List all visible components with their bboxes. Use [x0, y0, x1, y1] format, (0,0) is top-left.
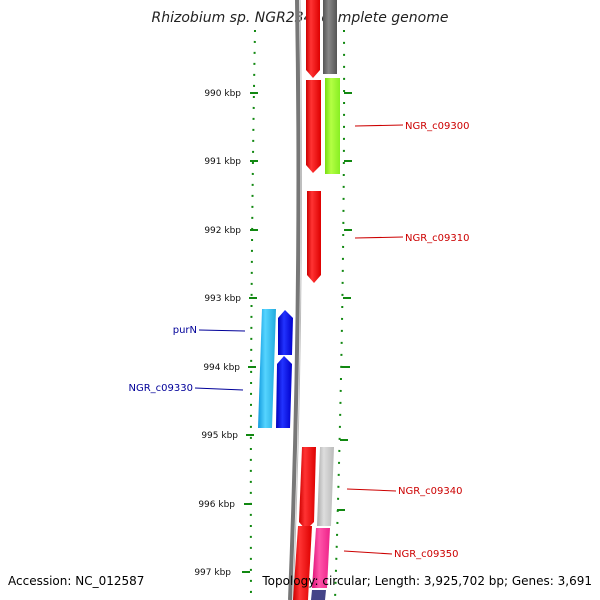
leader-ngr-c09340: [346, 488, 397, 492]
genome-stats-text: Topology: circular; Length: 3,925,702 bp…: [262, 574, 592, 588]
leader-ngr-c09310: [354, 236, 404, 239]
tick-label-990: 990 kbp: [204, 89, 241, 99]
leader-ngr-c09350: [343, 550, 393, 555]
gene-label-ngr-c09340[interactable]: NGR_c09340: [398, 486, 463, 497]
ruler-right-dotted: [334, 29, 346, 600]
red-cds-ngr-c09300[interactable]: [306, 80, 321, 173]
purple-feature-bottom[interactable]: [311, 590, 326, 600]
leader-ngr-c09300: [354, 124, 404, 127]
red-cds-ngr-c09340[interactable]: [299, 447, 316, 530]
red-cds-top[interactable]: [306, 0, 320, 78]
tick-label-991: 991 kbp: [204, 157, 241, 167]
cyan-feature-purn[interactable]: [258, 309, 276, 428]
leader-purn: [198, 329, 246, 332]
lightgray-feature-ngr-c09340[interactable]: [317, 447, 334, 526]
blue-cds-ngr-c09330[interactable]: [276, 356, 292, 428]
genome-backbone: [288, 0, 301, 600]
gene-label-purn[interactable]: purN: [173, 325, 197, 336]
accession-text: Accession: NC_012587: [8, 574, 145, 588]
red-cds-ngr-c09310[interactable]: [307, 191, 321, 283]
leader-ngr-c09330: [194, 387, 244, 391]
tick-label-995: 995 kbp: [201, 431, 238, 441]
tick-label-993: 993 kbp: [204, 294, 241, 304]
blue-cds-purn[interactable]: [278, 310, 293, 355]
gene-label-ngr-c09330[interactable]: NGR_c09330: [129, 383, 194, 394]
tick-label-992: 992 kbp: [204, 226, 241, 236]
tick-label-994: 994 kbp: [203, 363, 240, 373]
major-ticks: [242, 92, 352, 573]
tick-label-997: 997 kbp: [194, 568, 231, 578]
pink-feature-ngr-c09350[interactable]: [312, 528, 330, 588]
gene-label-ngr-c09300[interactable]: NGR_c09300: [405, 121, 470, 132]
tick-label-996: 996 kbp: [198, 500, 235, 510]
green-feature-ngr-c09300[interactable]: [325, 78, 340, 174]
gray-feature-top[interactable]: [323, 0, 337, 74]
ruler-left-dotted: [249, 29, 256, 600]
red-cds-ngr-c09350[interactable]: [293, 526, 312, 600]
genome-backbone-highlight: [292, 0, 302, 600]
gene-label-ngr-c09310[interactable]: NGR_c09310: [405, 233, 470, 244]
gene-label-ngr-c09350[interactable]: NGR_c09350: [394, 549, 459, 560]
